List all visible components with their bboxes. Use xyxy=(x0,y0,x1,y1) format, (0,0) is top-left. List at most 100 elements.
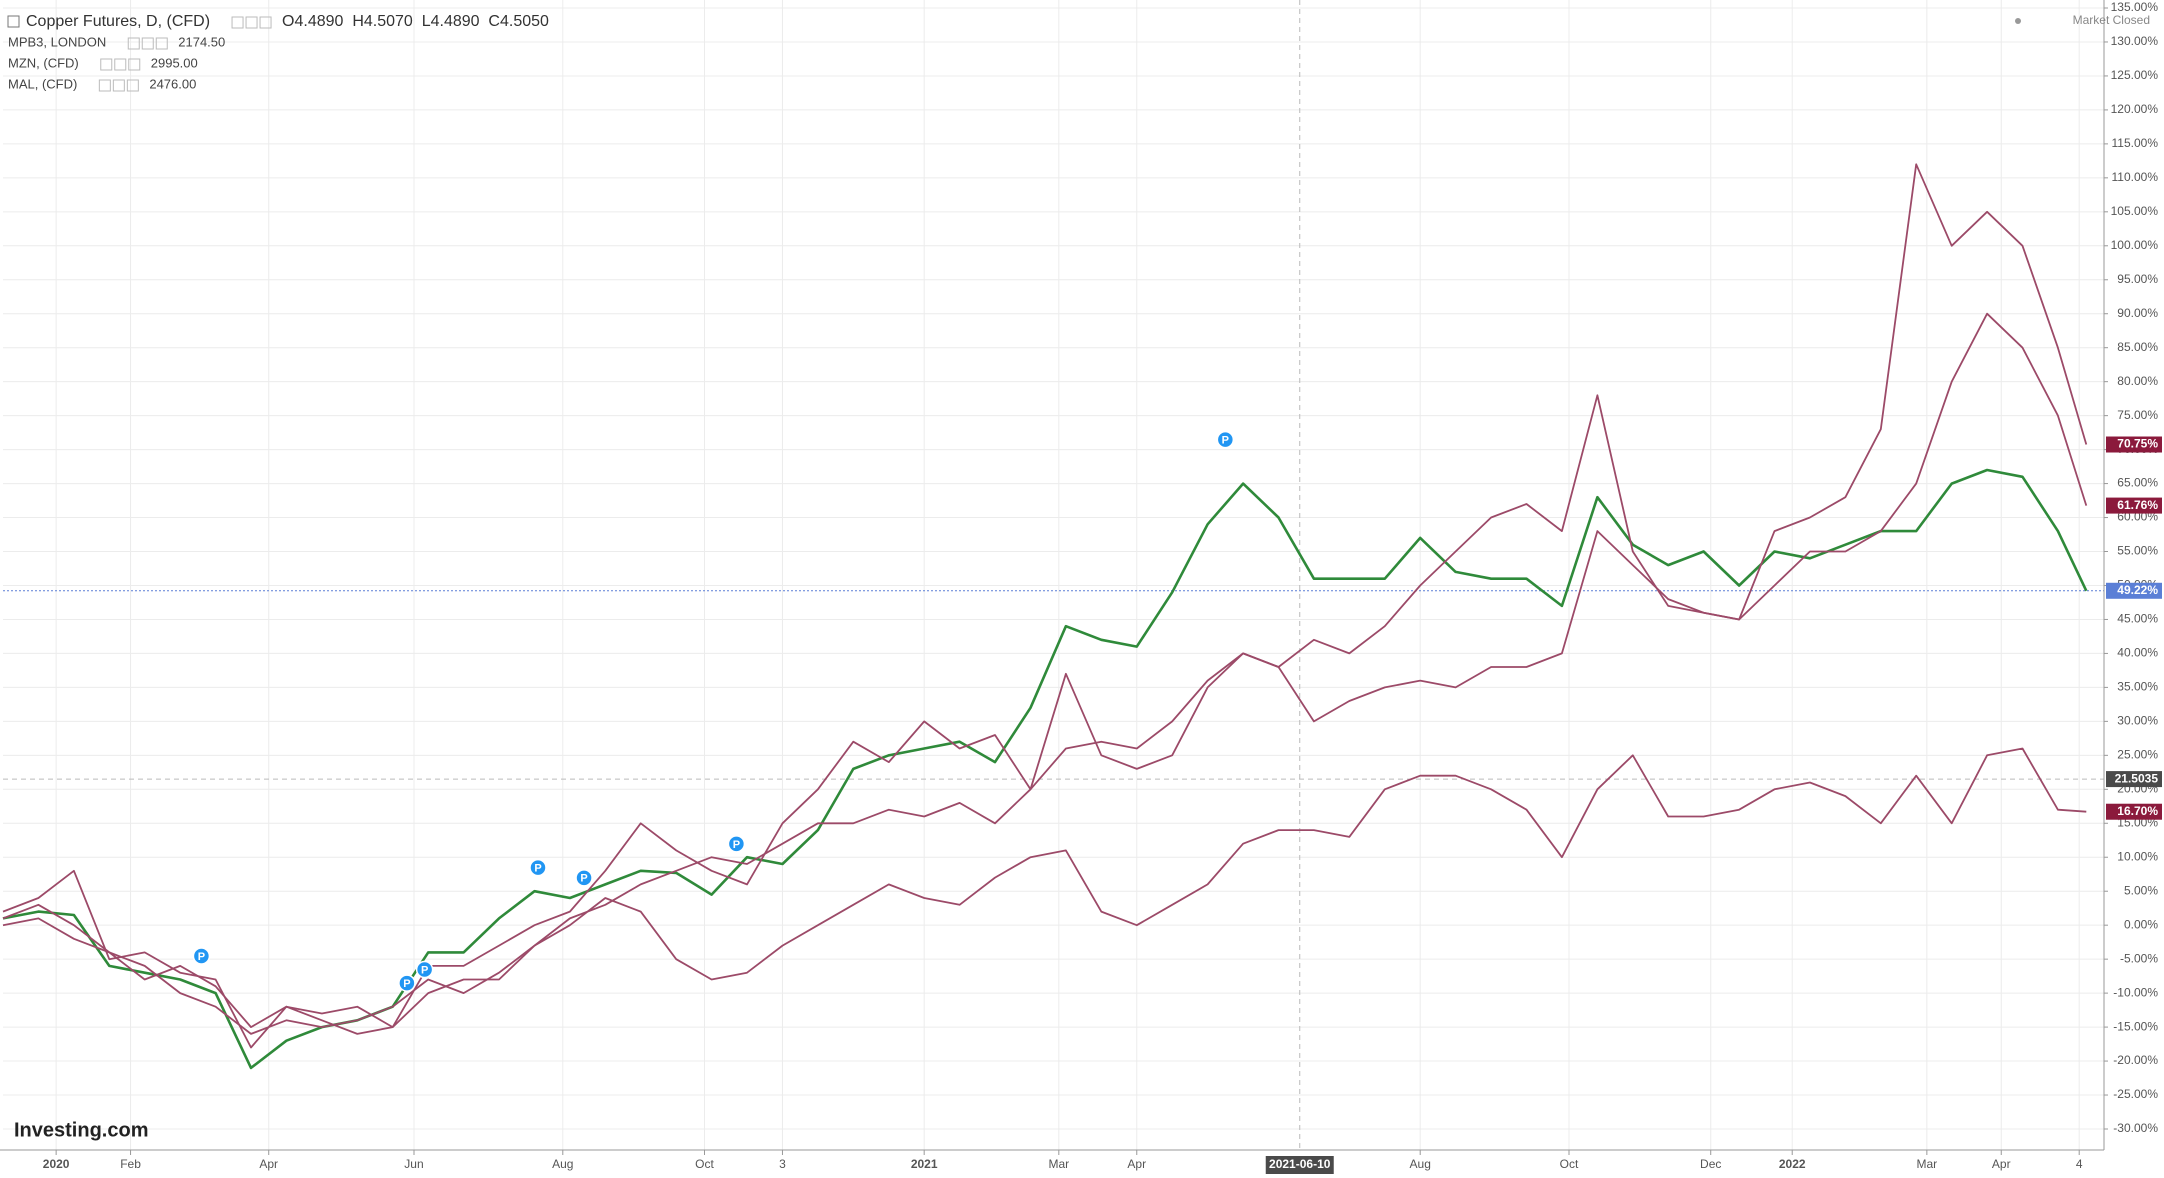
legend-name: MAL, (CFD) xyxy=(8,76,77,91)
event-label: P xyxy=(580,873,587,885)
legend-name: MZN, (CFD) xyxy=(8,55,79,70)
x-tick-label: 2022 xyxy=(1779,1157,1806,1171)
x-tick-label: Apr xyxy=(259,1157,278,1171)
y-tick-label: -10.00% xyxy=(2113,985,2158,999)
x-tick-label: 2020 xyxy=(43,1157,70,1171)
x-tick-label: Mar xyxy=(1048,1157,1069,1171)
legend-icon xyxy=(155,37,168,50)
y-tick-label: -20.00% xyxy=(2113,1053,2158,1067)
event-label: P xyxy=(1222,435,1229,447)
grid xyxy=(3,0,2104,1150)
legend-icon xyxy=(141,37,154,50)
legend-icon xyxy=(100,58,113,71)
y-tick-label: 100.00% xyxy=(2111,238,2159,252)
x-tick-label: Oct xyxy=(1560,1157,1579,1171)
market-status: Market Closed xyxy=(2073,13,2150,27)
event-label: P xyxy=(403,978,410,990)
legend-value: O4.4890 H4.5070 L4.4890 C4.5050 xyxy=(282,13,549,30)
series-line xyxy=(2,163,2088,1049)
legend-icon xyxy=(128,58,141,71)
y-tick-label: 75.00% xyxy=(2117,408,2158,422)
event-marker xyxy=(727,835,746,853)
y-tick-label: -30.00% xyxy=(2113,1121,2158,1135)
y-tick-label: 120.00% xyxy=(2111,102,2159,116)
y-tick-label: 40.00% xyxy=(2117,646,2158,660)
x-tick-label: Mar xyxy=(1917,1157,1938,1171)
y-tick-label: 25.00% xyxy=(2117,748,2158,762)
legend-icon xyxy=(126,79,139,92)
series-line xyxy=(2,312,2088,1035)
y-tick-label: 95.00% xyxy=(2117,272,2158,286)
x-tick-label: Aug xyxy=(1410,1157,1431,1171)
x-tick-label: Jun xyxy=(404,1157,423,1171)
event-label: P xyxy=(198,951,205,963)
x-tick-label: 2021 xyxy=(911,1157,938,1171)
legend-icon xyxy=(98,79,111,92)
last-value-badge xyxy=(2106,436,2162,453)
y-tick-label: 125.00% xyxy=(2111,68,2159,82)
y-tick-label: 0.00% xyxy=(2124,917,2158,931)
y-tick-label: 55.00% xyxy=(2117,544,2158,558)
legend-icon xyxy=(112,79,125,92)
legend-name: MPB3, LONDON xyxy=(8,34,106,49)
last-value-badge xyxy=(2106,582,2162,599)
legend-collapse xyxy=(7,15,20,28)
event-marker xyxy=(398,974,416,992)
x-tick-label: 3 xyxy=(779,1157,786,1171)
y-tick-label: 10.00% xyxy=(2117,849,2158,863)
legend-icon xyxy=(245,16,258,29)
y-tick-label: 45.00% xyxy=(2117,612,2158,626)
crosshair-x-badge xyxy=(1265,1156,1334,1174)
y-tick-label: 90.00% xyxy=(2117,306,2158,320)
legend-icon xyxy=(259,16,272,29)
y-tick-label: 30.00% xyxy=(2117,714,2158,728)
event-label: P xyxy=(733,839,740,851)
last-value-label: 49.22% xyxy=(2117,583,2158,597)
x-tick-label: Apr xyxy=(1127,1157,1146,1171)
x-tick-label: Oct xyxy=(695,1157,714,1171)
last-value-label: 16.70% xyxy=(2117,804,2158,818)
crosshair-y-label: 21.5035 xyxy=(2115,771,2159,785)
x-tick-label: Feb xyxy=(120,1157,141,1171)
logo: Investing.com xyxy=(14,1119,148,1141)
event-label: P xyxy=(421,964,428,976)
y-tick-label: 65.00% xyxy=(2117,476,2158,490)
last-value-badge xyxy=(2106,803,2162,820)
y-tick-label: 110.00% xyxy=(2112,170,2159,184)
x-tick-label: Aug xyxy=(552,1157,573,1171)
legend-icon xyxy=(127,37,140,50)
legend-name: Copper Futures, D, (CFD) xyxy=(26,13,210,30)
series-line xyxy=(2,747,2087,1035)
crosshair-y-badge xyxy=(2106,771,2162,788)
event-marker xyxy=(575,869,593,887)
x-tick-label: Apr xyxy=(1992,1157,2011,1171)
legend-icon xyxy=(114,58,127,71)
legend-value: 2476.00 xyxy=(149,76,196,91)
legend-icon xyxy=(231,16,244,29)
y-tick-label: 85.00% xyxy=(2117,340,2158,354)
event-marker xyxy=(1216,430,1235,449)
y-tick-label: 35.00% xyxy=(2117,680,2158,694)
x-tick-label: 4 xyxy=(2076,1157,2083,1171)
event-marker xyxy=(415,960,434,979)
y-tick-label: -25.00% xyxy=(2113,1087,2158,1101)
y-tick-label: 80.00% xyxy=(2117,374,2158,388)
y-tick-label: 135.00% xyxy=(2111,0,2159,14)
y-tick-label: 115.00% xyxy=(2112,136,2159,150)
last-value-label: 70.75% xyxy=(2117,437,2158,451)
y-tick-label: -15.00% xyxy=(2113,1019,2158,1033)
event-marker xyxy=(529,858,547,877)
crosshair-x-label: 2021-06-10 xyxy=(1269,1157,1331,1171)
status-dot xyxy=(2015,18,2021,24)
event-label: P xyxy=(534,863,541,875)
last-value-label: 61.76% xyxy=(2117,498,2158,512)
y-tick-label: 130.00% xyxy=(2111,34,2159,48)
x-tick-label: Dec xyxy=(1700,1157,1721,1171)
y-tick-label: 105.00% xyxy=(2111,204,2159,218)
legend-value: 2995.00 xyxy=(151,55,198,70)
last-value-badge xyxy=(2106,497,2162,514)
